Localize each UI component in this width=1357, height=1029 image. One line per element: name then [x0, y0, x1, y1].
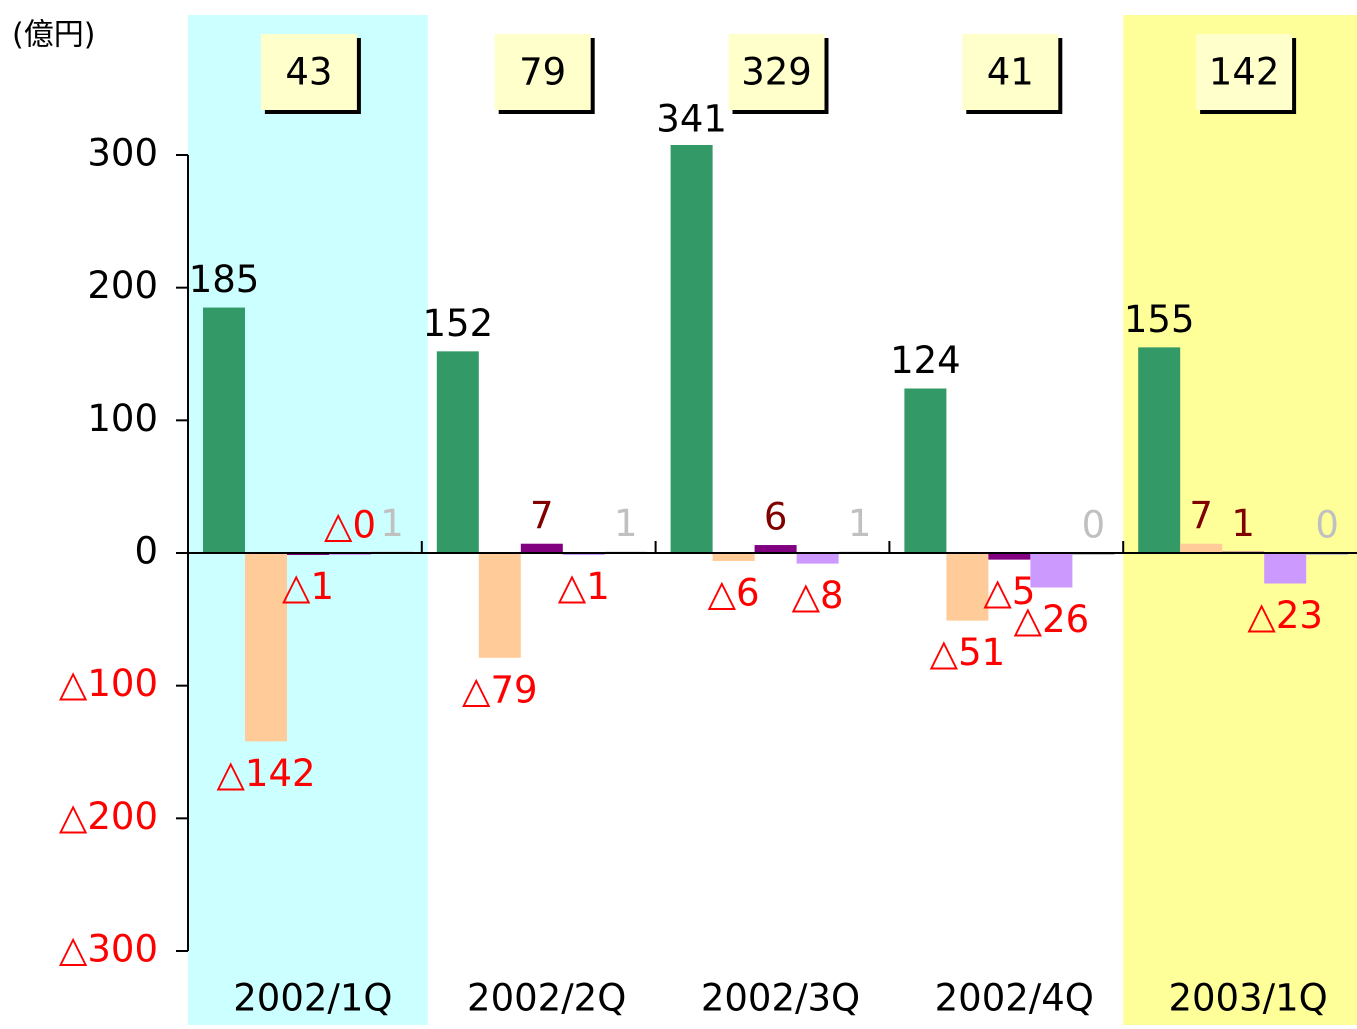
data-label: 7 — [1189, 494, 1213, 537]
y-tick-label: △200 — [59, 795, 158, 838]
data-label: 1 — [848, 502, 872, 545]
total-label: 43 — [285, 51, 332, 94]
data-label: 152 — [422, 302, 493, 345]
y-axis-label: (億円) — [12, 18, 95, 53]
bar — [1138, 347, 1181, 553]
data-label: 0 — [1315, 504, 1339, 547]
bar — [245, 553, 287, 742]
total-box — [1196, 34, 1293, 110]
total-box — [260, 34, 357, 110]
bar — [1264, 553, 1307, 584]
x-tick-label: 2002/3Q — [701, 977, 860, 1020]
data-label: 7 — [530, 494, 554, 537]
total-label: 79 — [519, 51, 566, 94]
bar — [904, 388, 947, 553]
data-label: △0 — [324, 504, 376, 547]
y-tick-label: 200 — [87, 264, 158, 307]
bar — [436, 351, 479, 553]
bar — [478, 553, 521, 658]
bar — [203, 307, 245, 553]
data-label: 124 — [890, 339, 961, 382]
x-tick-label: 2002/2Q — [467, 977, 626, 1020]
data-label: 1 — [380, 502, 404, 545]
data-label: 155 — [1124, 298, 1195, 341]
x-tick-label: 2003/1Q — [1168, 977, 1327, 1020]
data-label: △1 — [558, 565, 610, 608]
bar — [1180, 543, 1223, 553]
data-label: △5 — [983, 570, 1035, 613]
data-label: △23 — [1247, 594, 1323, 637]
data-label: △79 — [462, 668, 538, 711]
y-tick-label: 100 — [87, 397, 158, 440]
total-label: 142 — [1209, 51, 1280, 94]
data-label: 185 — [189, 258, 260, 301]
data-label: 341 — [656, 98, 727, 141]
y-tick-label: 300 — [87, 132, 158, 175]
total-box — [494, 34, 591, 110]
bar — [670, 145, 713, 554]
total-label: 41 — [987, 51, 1034, 94]
total-label: 329 — [741, 51, 812, 94]
data-label: 1 — [614, 502, 638, 545]
bar — [988, 553, 1031, 560]
x-tick-label: 2002/4Q — [935, 977, 1094, 1020]
data-label: △1 — [282, 565, 334, 608]
y-tick-label: 0 — [134, 530, 158, 573]
data-label: 6 — [764, 496, 788, 539]
y-tick-label: △100 — [59, 662, 158, 705]
bar — [520, 543, 563, 553]
data-label: △6 — [708, 571, 760, 614]
data-label: 0 — [1082, 504, 1106, 547]
x-tick-label: 2002/1Q — [233, 977, 392, 1020]
bars — [203, 145, 1349, 742]
total-box — [962, 34, 1059, 110]
bar — [712, 553, 755, 561]
bar — [946, 553, 989, 621]
data-label: 1 — [1231, 502, 1255, 545]
data-label: △142 — [216, 752, 315, 795]
data-label: △51 — [930, 631, 1006, 674]
y-tick-label: △300 — [59, 928, 158, 971]
data-label: △26 — [1014, 598, 1090, 641]
bar — [754, 545, 797, 553]
total-box — [728, 34, 825, 110]
bar — [1030, 553, 1073, 588]
data-label: △8 — [792, 574, 844, 617]
bar — [796, 553, 839, 564]
